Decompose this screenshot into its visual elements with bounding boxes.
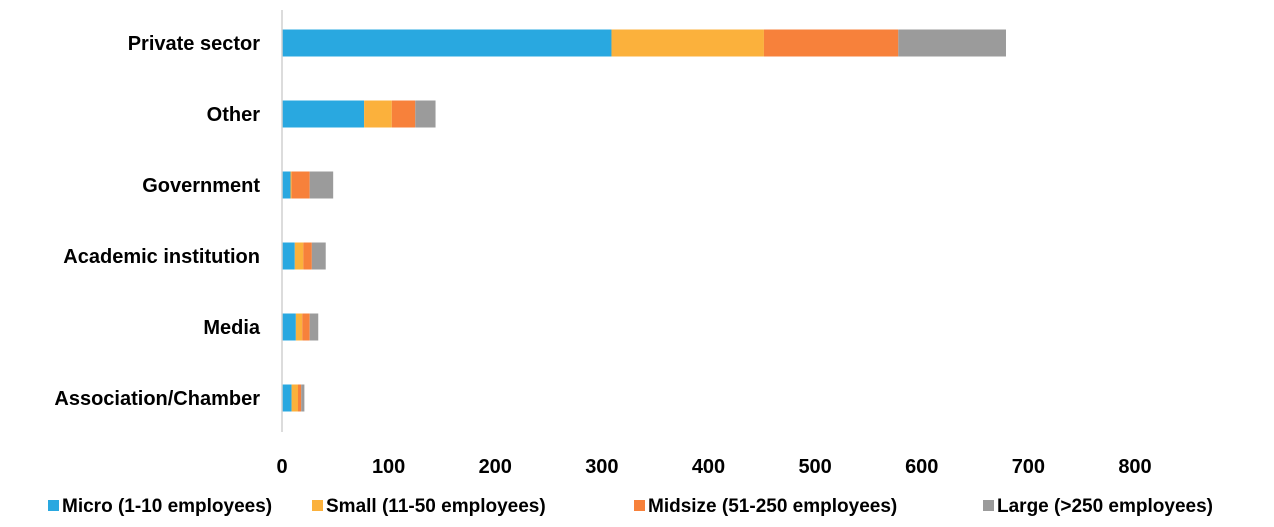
bar-media-midsize [302,313,310,341]
legend-label-midsize: Midsize (51-250 employees) [648,496,897,517]
tick-label-400: 400 [692,456,725,478]
tick-label-600: 600 [905,456,938,478]
bar-private-sector-midsize [763,29,899,57]
bar-government-midsize [291,171,310,199]
bar-private-sector-small [611,29,764,57]
bars-group [282,29,1006,412]
bar-government-micro [282,171,291,199]
legend-label-micro: Micro (1-10 employees) [62,496,272,517]
bar-association-chamber-micro [282,384,292,412]
bar-other-small [364,100,392,128]
category-label-private-sector: Private sector [128,33,261,55]
bar-other-midsize [391,100,416,128]
tick-label-100: 100 [372,456,405,478]
bar-academic-institution-midsize [303,242,312,270]
legend: Micro (1-10 employees) Small (11-50 emplo… [48,496,1213,517]
bar-media-small [295,313,303,341]
bar-association-chamber-midsize [297,384,302,412]
legend-swatch-micro [48,500,59,511]
value-axis-tick-labels: 0 100 200 300 400 500 600 700 800 [276,456,1151,478]
legend-label-large: Large (>250 employees) [997,496,1213,517]
category-label-other: Other [207,104,261,126]
legend-label-small: Small (11-50 employees) [326,496,546,517]
bar-media-large [309,313,319,341]
tick-label-700: 700 [1012,456,1045,478]
category-axis-labels: Private sector Other Government Academic in… [54,33,260,410]
bar-association-chamber-small [291,384,298,412]
bar-private-sector-large [898,29,1006,57]
tick-label-300: 300 [585,456,618,478]
bar-government-large [309,171,334,199]
bar-academic-institution-small [294,242,304,270]
category-label-media: Media [203,317,261,339]
category-label-academic-institution: Academic institution [63,246,260,268]
category-label-association-chamber: Association/Chamber [54,388,260,410]
category-label-government: Government [142,175,260,197]
tick-label-200: 200 [479,456,512,478]
bar-government-small [290,171,292,199]
bar-media-micro [282,313,296,341]
bar-private-sector-micro [282,29,612,57]
tick-label-500: 500 [798,456,831,478]
tick-label-800: 800 [1118,456,1151,478]
legend-swatch-large [983,500,994,511]
tick-label-0: 0 [276,456,287,478]
legend-swatch-small [312,500,323,511]
legend-swatch-midsize [634,500,645,511]
bar-association-chamber-large [301,384,305,412]
bar-other-micro [282,100,365,128]
bar-academic-institution-micro [282,242,295,270]
bar-other-large [415,100,436,128]
bar-academic-institution-large [311,242,326,270]
